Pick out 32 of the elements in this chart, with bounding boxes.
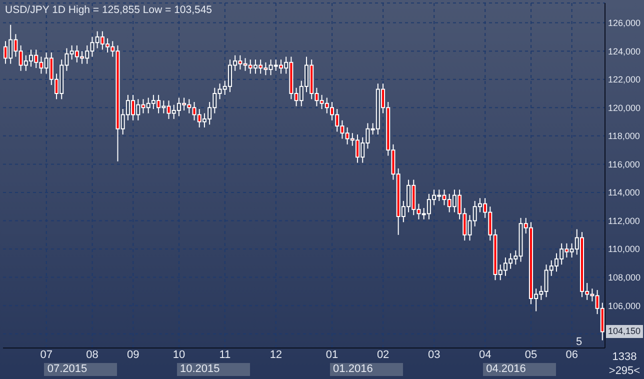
y-tick-label: 122,000 — [608, 74, 641, 85]
annotation: 104,150 — [606, 324, 643, 338]
y-tick-label: 126,000 — [608, 18, 641, 28]
y-tick-label: 108,000 — [608, 272, 641, 282]
y-tick-label: 110,000 — [608, 244, 640, 254]
y-tick-label: 112,000 — [608, 216, 640, 226]
text: >295< — [608, 365, 642, 378]
y-tick-label: 124,000 — [608, 46, 641, 56]
x-tick-label: 10 — [172, 348, 186, 361]
x-tick-label: 06 — [566, 348, 578, 361]
x-tick-label: 03 — [428, 348, 440, 361]
x-tick-label: 04 — [478, 348, 492, 361]
text: 07.2015 — [44, 363, 118, 376]
x-tick-label: 01 — [326, 348, 338, 361]
y-tick-label: 116,000 — [608, 159, 640, 170]
text: 01.2016 — [330, 363, 404, 376]
text: 04.2016 — [483, 363, 556, 376]
x-tick-label: 12 — [270, 348, 282, 361]
x-tick-label: 07 — [40, 348, 52, 361]
y-tick-label: 120,000 — [608, 102, 641, 113]
y-tick-label: 114,000 — [608, 188, 640, 198]
y-tick-label: 118,000 — [608, 131, 640, 142]
text: 10.2015 — [177, 363, 250, 376]
text: 1338 — [611, 351, 638, 364]
x-tick-label: 09 — [126, 348, 140, 361]
annotation: 5 — [574, 336, 584, 349]
x-tick-label: 11 — [219, 348, 231, 361]
y-tick-label: 106,000 — [608, 300, 641, 311]
x-tick-label: 05 — [524, 348, 538, 361]
x-tick-label: 08 — [86, 348, 98, 361]
x-tick-label: 02 — [376, 348, 390, 361]
chart-title: USD/JPY 1D High = 125,855 Low = 103,545 — [5, 4, 212, 16]
